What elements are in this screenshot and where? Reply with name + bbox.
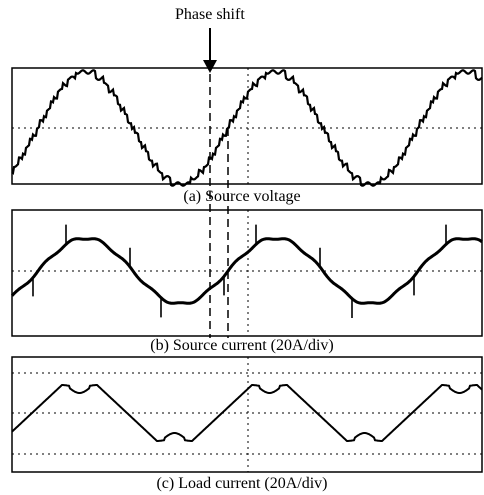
phase-shift-label: Phase shift: [175, 6, 245, 23]
source-voltage-waveform: [11, 69, 483, 187]
caption-source-voltage: (a) Source voltage: [183, 188, 301, 205]
caption-source-current: (b) Source current (20A/div): [150, 337, 334, 354]
panel-c-frame: [11, 356, 483, 473]
panel-b-frame: [11, 209, 483, 337]
phase-shift-arrow-head: [203, 60, 217, 73]
source-current-waveform: [10, 237, 483, 305]
panel-a-frame: [11, 67, 483, 185]
source-current-spikes: [32, 224, 447, 318]
load-current-waveform: [11, 384, 483, 442]
caption-load-current: (c) Load current (20A/div): [156, 475, 328, 492]
